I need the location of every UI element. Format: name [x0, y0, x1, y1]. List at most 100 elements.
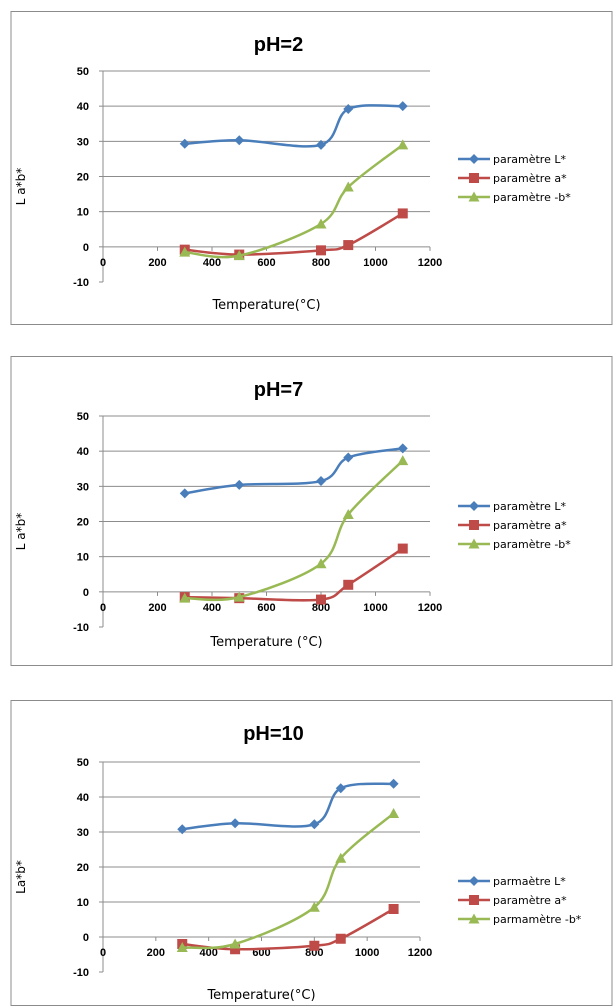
x-tick-label: 400: [203, 257, 221, 269]
y-tick-label: 30: [77, 827, 89, 839]
y-tick-label: 30: [77, 481, 89, 493]
y-tick-label: 30: [77, 136, 89, 148]
y-axis-label: La*b*: [14, 860, 28, 894]
marker-triangle: [388, 807, 400, 818]
legend: paramètre L* paramètre a* paramètre -b*: [458, 500, 571, 551]
marker-triangle: [233, 591, 245, 602]
marker-diamond: [309, 819, 320, 830]
marker-triangle: [397, 139, 409, 150]
marker-diamond: [469, 501, 479, 511]
chart-panel-ph7: pH=7 -10 0 10 20 30 40 50 0 200 400 600 800 1000 1200 T…: [0, 356, 615, 666]
marker-square: [316, 594, 326, 605]
y-tick-label: 20: [77, 862, 89, 874]
marker-triangle: [176, 942, 188, 952]
marker-triangle: [335, 852, 347, 863]
marker-triangle: [315, 558, 327, 569]
y-axis-label: L a*b*: [14, 168, 28, 205]
marker-square: [343, 240, 354, 251]
legend-label: parmamètre -b*: [493, 913, 582, 926]
x-tick-label: 200: [148, 602, 166, 614]
series-1: [179, 443, 408, 499]
marker-triangle: [179, 246, 191, 257]
y-tick-labels: -10 0 10 20 30 40 50: [73, 66, 103, 289]
marker-triangle: [342, 181, 354, 192]
legend-label: paramètre a*: [493, 172, 567, 185]
marker-square: [469, 895, 479, 905]
x-tick-label: 400: [203, 602, 221, 614]
y-tick-label: 20: [77, 517, 89, 529]
marker-diamond: [343, 452, 354, 463]
y-tick-label: 50: [77, 66, 89, 78]
marker-square: [335, 933, 346, 944]
x-tick-labels: 0 200 400 600 800 1000 1200: [100, 591, 442, 614]
x-tick-label: 200: [147, 947, 165, 959]
y-tick-label: 0: [83, 932, 89, 944]
x-axis-label: Temperature (°C): [209, 635, 322, 650]
marker-square: [343, 579, 354, 590]
y-tick-label: -10: [73, 622, 89, 634]
x-tick-label: 400: [199, 947, 217, 959]
y-axis-label: L a*b*: [14, 513, 28, 550]
legend-label: paramètre L*: [493, 153, 566, 166]
x-tick-label: 0: [100, 947, 106, 959]
x-tick-label: 600: [257, 602, 275, 614]
y-tick-label: 50: [77, 757, 89, 769]
series-1: [177, 778, 399, 835]
marker-diamond: [177, 824, 188, 835]
legend: parmaètre L* paramètre a* parmamètre -b*: [458, 875, 582, 926]
marker-diamond: [343, 103, 354, 114]
chart-frame: [10, 700, 613, 1006]
marker-triangle: [315, 218, 327, 229]
marker-triangle: [233, 250, 245, 261]
x-tick-label: 1000: [363, 602, 387, 614]
marker-triangle: [308, 901, 320, 912]
marker-triangle: [229, 938, 241, 949]
x-tick-label: 1000: [355, 947, 379, 959]
x-tick-label: 800: [312, 602, 330, 614]
marker-diamond: [397, 101, 408, 112]
y-tick-label: 40: [77, 101, 89, 113]
marker-square: [309, 940, 320, 951]
marker-triangle: [179, 592, 191, 603]
marker-diamond: [316, 476, 326, 487]
series-1: [179, 101, 408, 150]
legend-label: paramètre a*: [493, 894, 567, 907]
x-tick-label: 200: [148, 257, 166, 269]
marker-diamond: [469, 154, 479, 164]
y-tick-label: 20: [77, 172, 89, 184]
marker-square: [469, 173, 479, 183]
legend-label: paramètre -b*: [493, 191, 571, 204]
marker-diamond: [179, 488, 190, 499]
y-tick-label: 10: [77, 207, 89, 219]
marker-diamond: [335, 783, 346, 794]
x-tick-label: 1200: [408, 947, 432, 959]
y-tick-label: 40: [77, 446, 89, 458]
x-tick-labels: 0 200 400 600 800 1000 1200: [100, 246, 442, 269]
series-3: [179, 139, 409, 261]
marker-triangle: [397, 455, 409, 466]
marker-triangle: [468, 538, 480, 549]
chart-panel-ph10: pH=10 -10 0 10 20 30 40 50 0 200 400 600 800 1000 1200…: [0, 700, 615, 1006]
x-axis-label: Temperature(°C): [206, 988, 315, 1003]
legend-label: paramètre a*: [493, 519, 567, 532]
gridlines: [103, 761, 420, 903]
x-tick-label: 800: [312, 257, 330, 269]
marker-square: [397, 208, 408, 219]
series-3: [179, 455, 409, 603]
legend-label: parmaètre L*: [493, 875, 566, 888]
legend-label: paramètre L*: [493, 500, 566, 513]
marker-triangle: [468, 191, 480, 202]
marker-square: [230, 944, 241, 955]
marker-square: [388, 904, 399, 914]
y-tick-label: -10: [73, 277, 89, 289]
marker-triangle: [342, 508, 354, 519]
x-tick-label: 600: [257, 257, 275, 269]
x-tick-label: 1200: [418, 257, 442, 269]
marker-diamond: [316, 139, 326, 150]
y-tick-labels: -10 0 10 20 30 40 50: [73, 757, 103, 979]
chart-frame: [10, 11, 613, 325]
marker-diamond: [234, 135, 245, 146]
chart-svg: pH=2 -10 0 10 20 30 40 50 0 200 400 600 800 1000 1200 T…: [10, 11, 613, 325]
marker-diamond: [469, 876, 479, 886]
